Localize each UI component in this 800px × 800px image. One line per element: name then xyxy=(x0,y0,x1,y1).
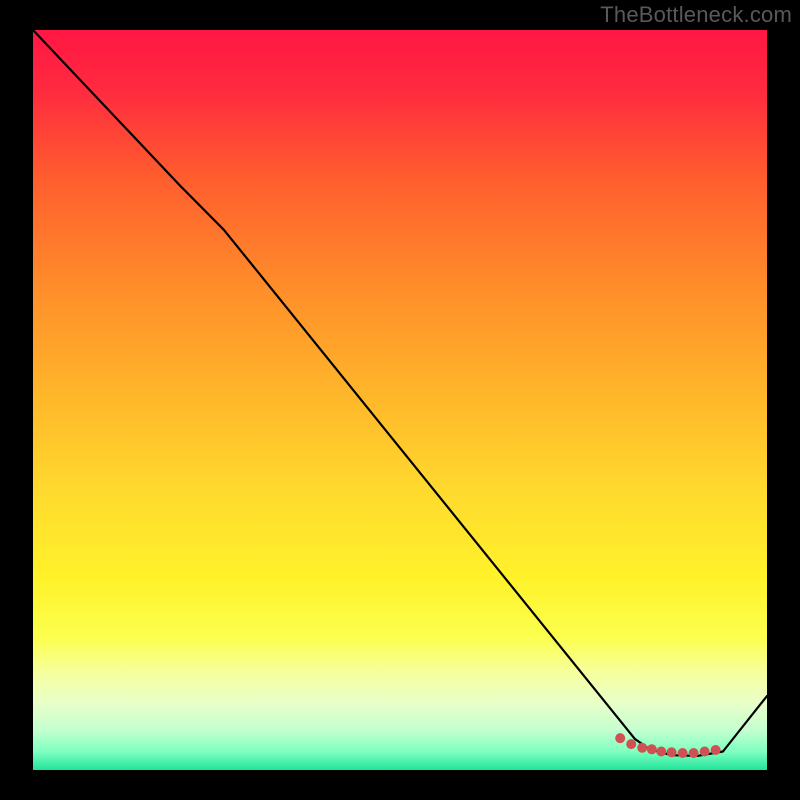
chart-svg xyxy=(33,30,767,770)
gradient-background xyxy=(33,30,767,770)
marker-point xyxy=(667,747,677,757)
chart-frame: TheBottleneck.com xyxy=(0,0,800,800)
marker-point xyxy=(647,744,657,754)
marker-point xyxy=(678,748,688,758)
marker-point xyxy=(711,745,721,755)
marker-point xyxy=(656,747,666,757)
plot-area xyxy=(33,30,767,770)
marker-point xyxy=(637,743,647,753)
marker-point xyxy=(615,733,625,743)
marker-point xyxy=(689,748,699,758)
marker-point xyxy=(700,747,710,757)
watermark-text: TheBottleneck.com xyxy=(600,2,792,28)
marker-point xyxy=(626,739,636,749)
